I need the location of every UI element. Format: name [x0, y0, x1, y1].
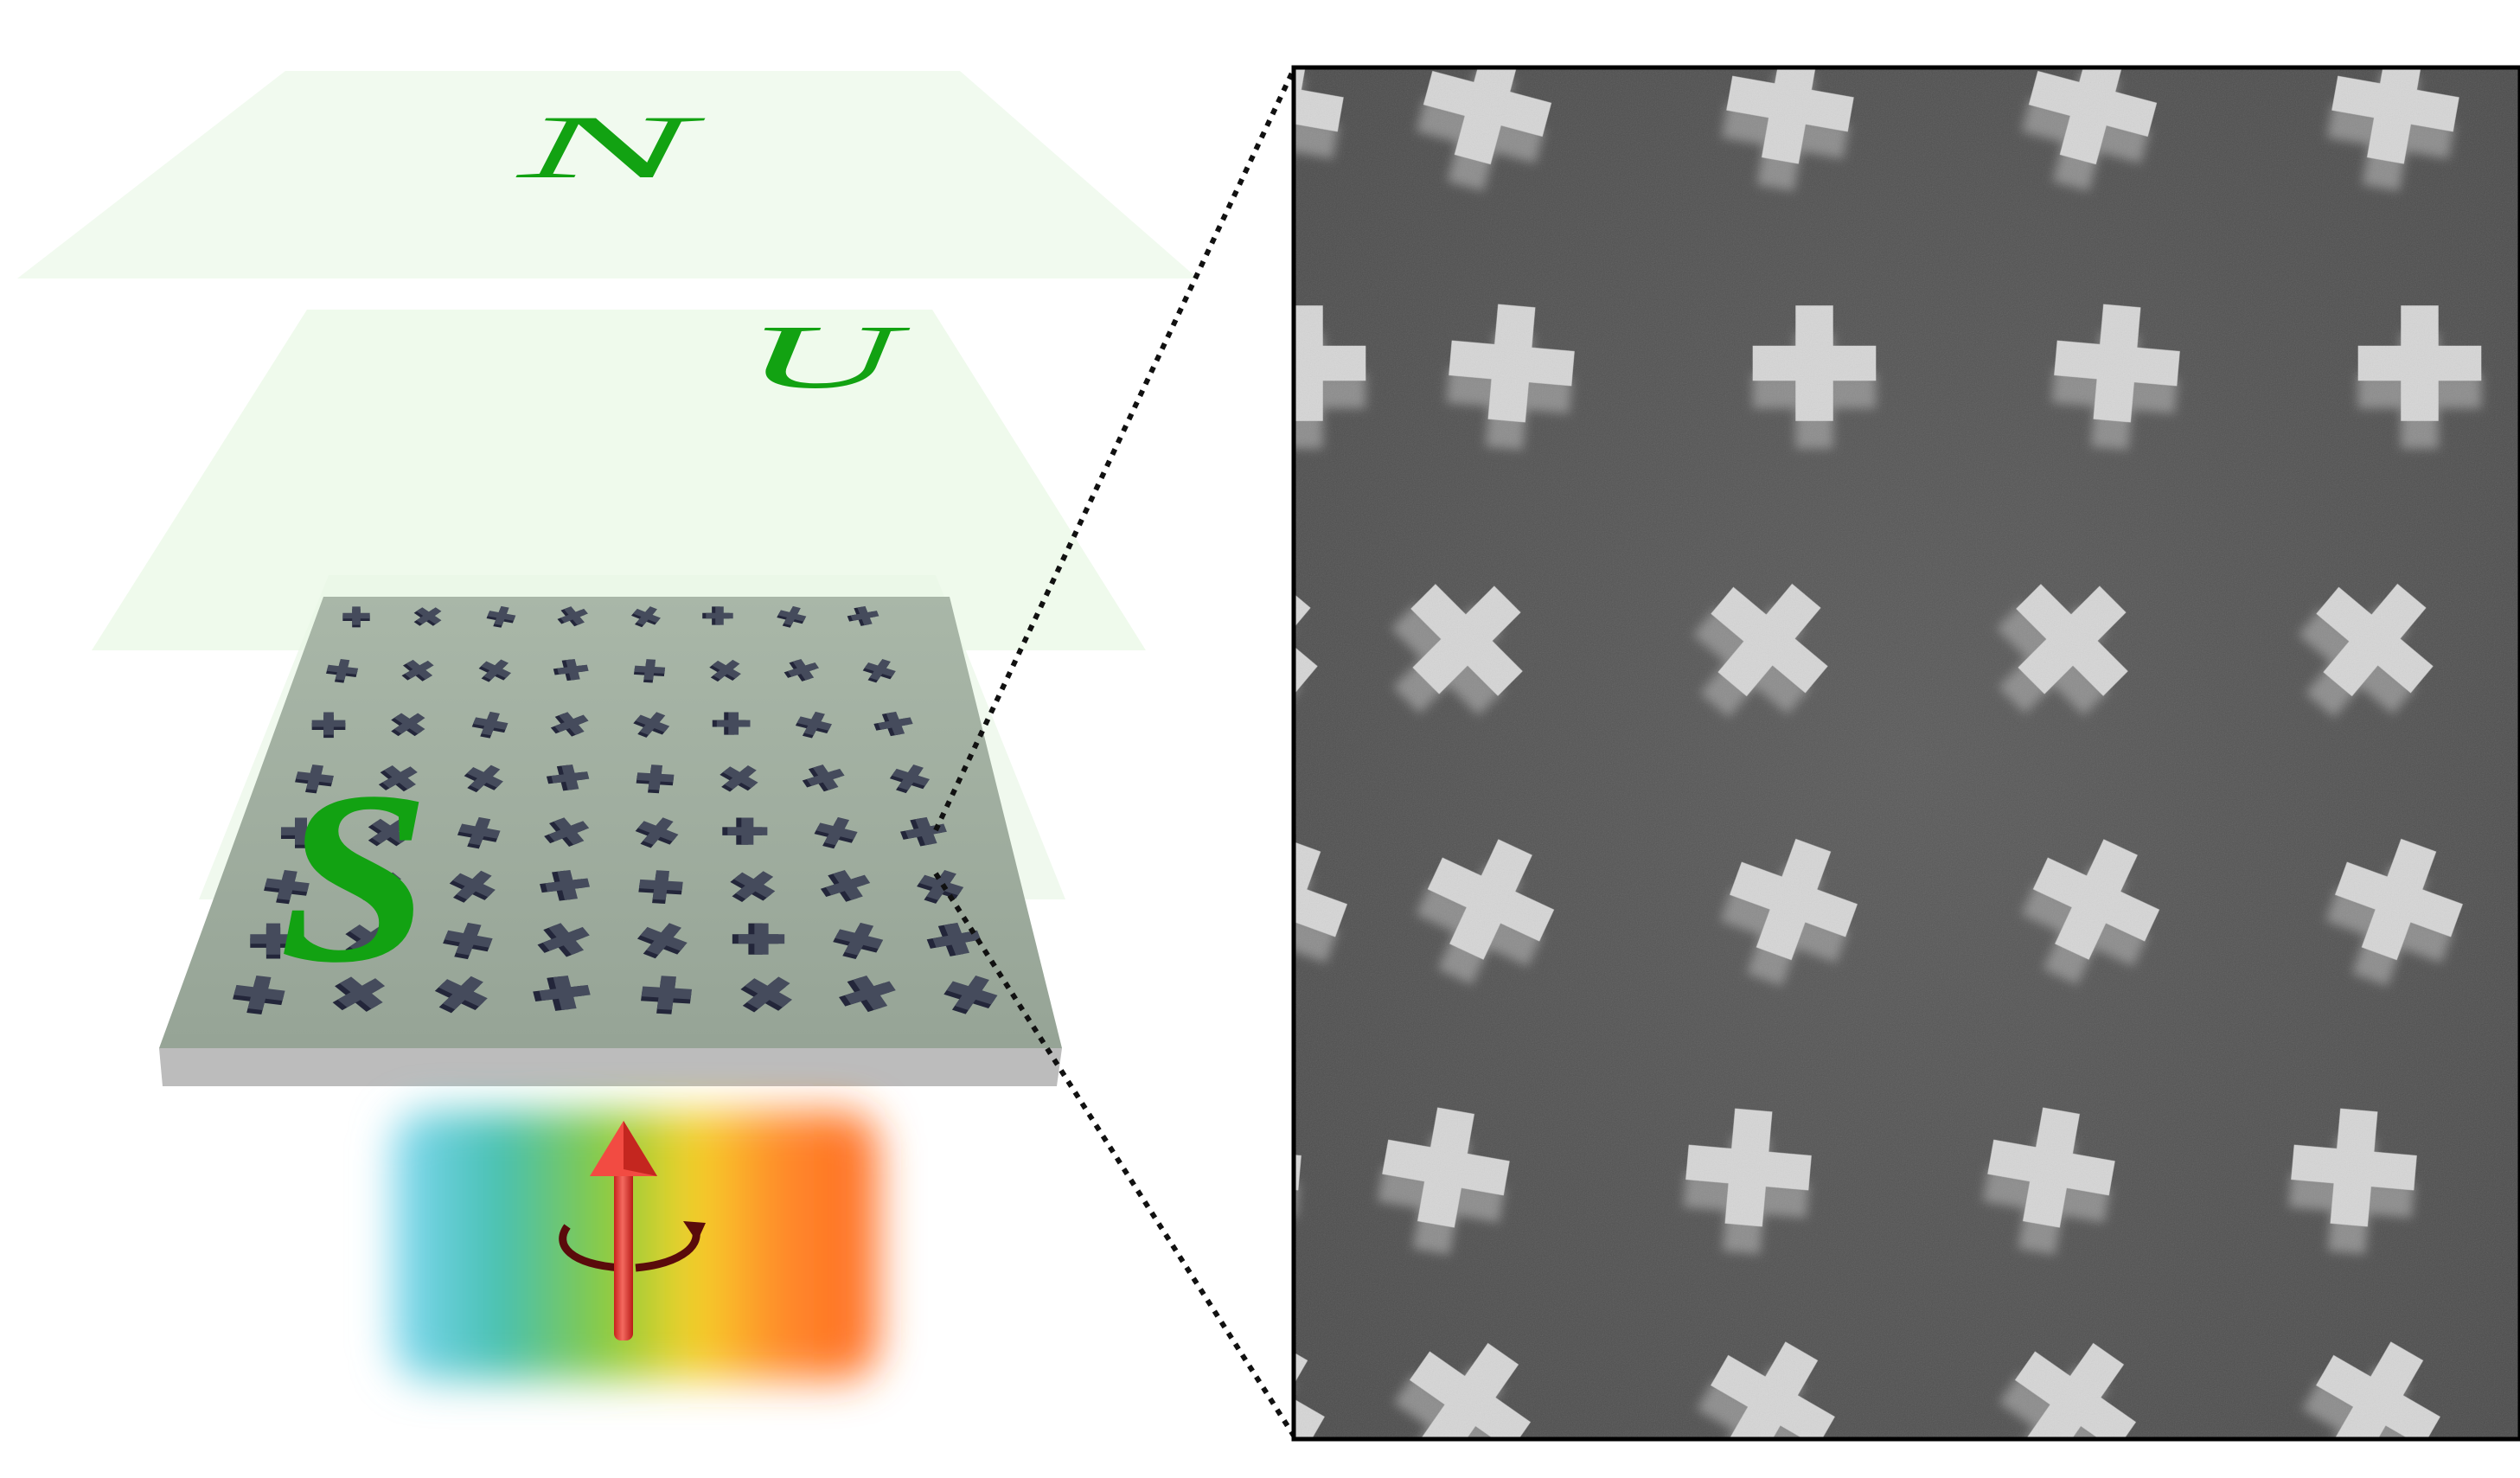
sem-cross — [1294, 1104, 1305, 1231]
rotation-arrow-icon — [559, 1121, 706, 1340]
bottom-layer-letter: S — [278, 740, 430, 1014]
middle-layer-letter: U — [745, 307, 911, 408]
sem-micrograph-panel — [1291, 65, 2520, 1442]
top-layer-letter: N — [515, 97, 707, 197]
top-layer-plane: N — [17, 71, 1198, 278]
metasurface-substrate: S — [159, 575, 1065, 1086]
middle-layer-plane: U — [92, 307, 1146, 650]
incident-light-source — [393, 1111, 878, 1379]
zoom-connector-lines — [933, 67, 1296, 1437]
